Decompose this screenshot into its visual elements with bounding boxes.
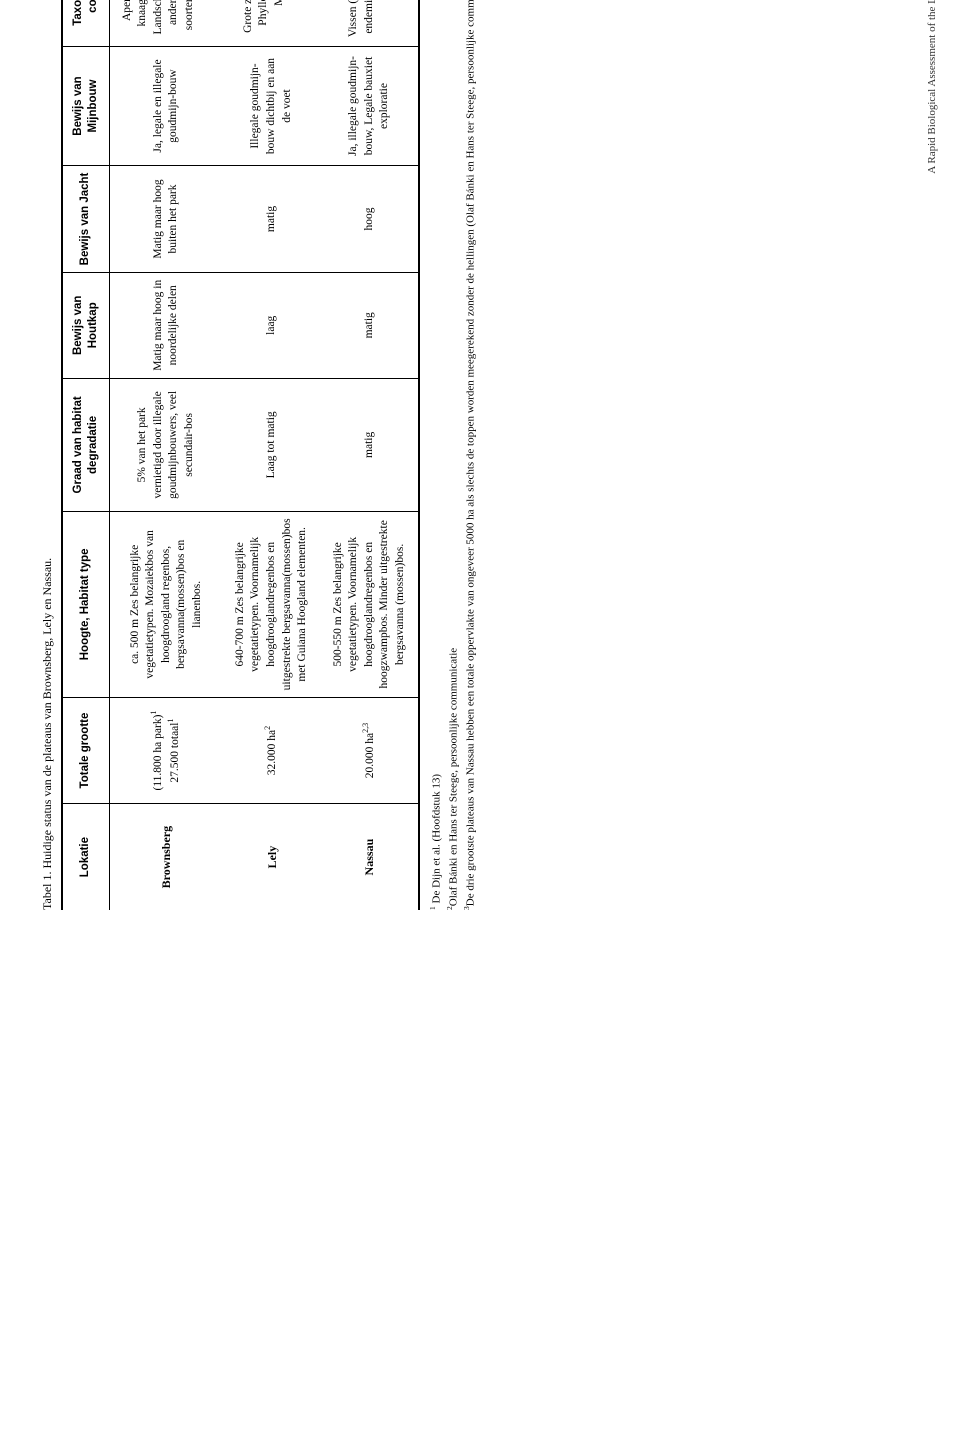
table-cell: Lely [223,804,321,910]
table-cell: Ja, legale en illegale goudmijn-bouw [109,46,223,166]
col-good: Taxonomische groepen die goede conditie … [62,0,109,46]
table-cell: 20.000 ha2,3 [321,697,420,803]
table-cell: Vissen (6 soorten nieuw voor de wetensch… [321,0,420,46]
table-cell: matig [223,166,321,272]
table-cell: 640-700 m Zes belangrijke vegetatietypen… [223,511,321,697]
table-cell: (11.800 ha park)1 27.500 totaal1 [109,697,223,803]
table-cell: matig [321,272,420,378]
table-cell: 500-550 m Zes belangrijke vegetatietypen… [321,511,420,697]
col-habitat: Hoogte, Habitat type [62,511,109,697]
col-lokatie: Lokatie [62,804,109,910]
table-cell: Ja, illegale goudmijn-bouw, Legale bauxi… [321,46,420,166]
table-cell: hoog [321,166,420,272]
col-mijnbouw: Bewijs van Mijnbouw [62,46,109,166]
table-cell: 5% van het park vernietigd door illegale… [109,378,223,511]
table-row: Lely32.000 ha2640-700 m Zes belangrijke … [223,0,321,910]
col-degradatie: Graad van habitat degradatie [62,378,109,511]
status-table: Lokatie Totale grootte Hoogte, Habitat t… [61,0,420,910]
table-header-row: Lokatie Totale grootte Hoogte, Habitat t… [62,0,109,910]
col-houtkap: Bewijs van Houtkap [62,272,109,378]
footnotes: 1 De Dijn et al. (Hoofdstuk 13)2Olaf Bán… [428,0,479,910]
footnote: 2Olaf Bánki en Hans ter Steege, persoonl… [445,0,462,910]
table-cell: Laag tot matig [223,378,321,511]
table-cell: Apen, Kami Kami's en Powisis, Grote knaa… [109,0,223,46]
col-jacht: Bewijs van Jacht [62,166,109,272]
table-cell: Matig maar hoog buiten het park [109,166,223,272]
table-row: Brownsberg(11.800 ha park)1 27.500 totaa… [109,0,223,910]
table-cell: Matig maar hoog in noordelijke delen [109,272,223,378]
table-row: Nassau20.000 ha2,3500-550 m Zes belangri… [321,0,420,910]
table-caption: Tabel 1. Huidige status van de plateaus … [40,0,55,910]
table-cell: Nassau [321,804,420,910]
table-cell: 32.000 ha2 [223,697,321,803]
table-cell: ca. 500 m Zes belangrijke vegetatietypen… [109,511,223,697]
table-cell: Grote zoogdieren, Grote vogels, Amfibieë… [223,0,321,46]
footnote: 1 De Dijn et al. (Hoofdstuk 13) [428,0,445,910]
table-cell: Brownsberg [109,804,223,910]
footnote: 3De drie grootste plateaus van Nassau he… [462,0,479,910]
table-cell: matig [321,378,420,511]
table-cell: laag [223,272,321,378]
footer-text: A Rapid Biological Assessment of the Lel… [926,0,938,960]
table-cell: Illegale goudmijn-bouw dichtbij en aan d… [223,46,321,166]
col-grootte: Totale grootte [62,697,109,803]
page-footer: A Rapid Biological Assessment of the Lel… [926,0,938,960]
